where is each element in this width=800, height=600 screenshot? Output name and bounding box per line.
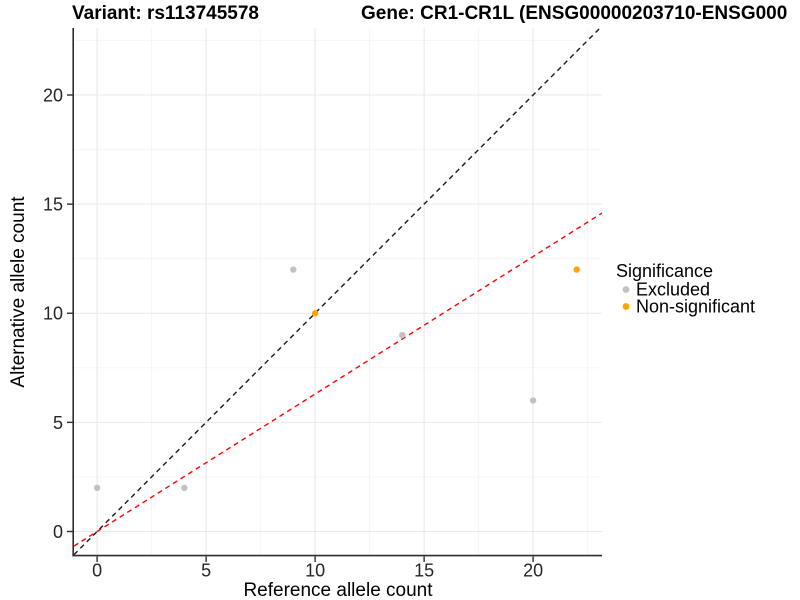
legend-label-non-significant: Non-significant	[636, 297, 755, 317]
y-tick-label: 0	[53, 522, 63, 542]
reference-lines	[74, 28, 602, 556]
data-point	[529, 397, 537, 404]
data-points	[93, 266, 580, 492]
y-axis-label: Alternative allele count	[8, 196, 29, 388]
data-point	[573, 266, 580, 273]
y-tick-label: 15	[43, 195, 63, 215]
grid-minor	[74, 28, 602, 556]
y-tick-label: 5	[53, 413, 63, 433]
excluded-point-icon	[622, 286, 630, 293]
identity-line	[74, 28, 602, 556]
data-point	[399, 331, 406, 339]
data-point	[290, 266, 297, 273]
y-tick-label: 10	[43, 304, 63, 324]
tick-labels: 0 5 10 15 20 0 5 10 15 20	[43, 86, 543, 581]
x-axis-label: Reference allele count	[243, 580, 433, 600]
data-point	[181, 484, 188, 492]
data-point	[93, 484, 101, 492]
grid-major	[74, 28, 602, 556]
legend: Significance Excluded Non-significant	[616, 261, 755, 317]
x-tick-label: 0	[92, 561, 102, 581]
non-significant-point-icon	[622, 303, 630, 310]
plot-title-variant: Variant: rs113745578	[72, 3, 259, 24]
legend-title: Significance	[616, 261, 713, 281]
y-tick-label: 20	[43, 86, 63, 106]
x-tick-label: 5	[201, 561, 211, 581]
plot-title-gene: Gene: CR1-CR1L (ENSG00000203710-ENSG000	[361, 3, 787, 24]
tick-marks	[67, 94, 534, 562]
x-tick-label: 10	[305, 561, 325, 581]
x-tick-label: 15	[414, 561, 434, 581]
data-point	[311, 310, 319, 317]
legend-label-excluded: Excluded	[636, 280, 710, 300]
axes	[72, 28, 602, 557]
x-tick-label: 20	[523, 561, 543, 581]
